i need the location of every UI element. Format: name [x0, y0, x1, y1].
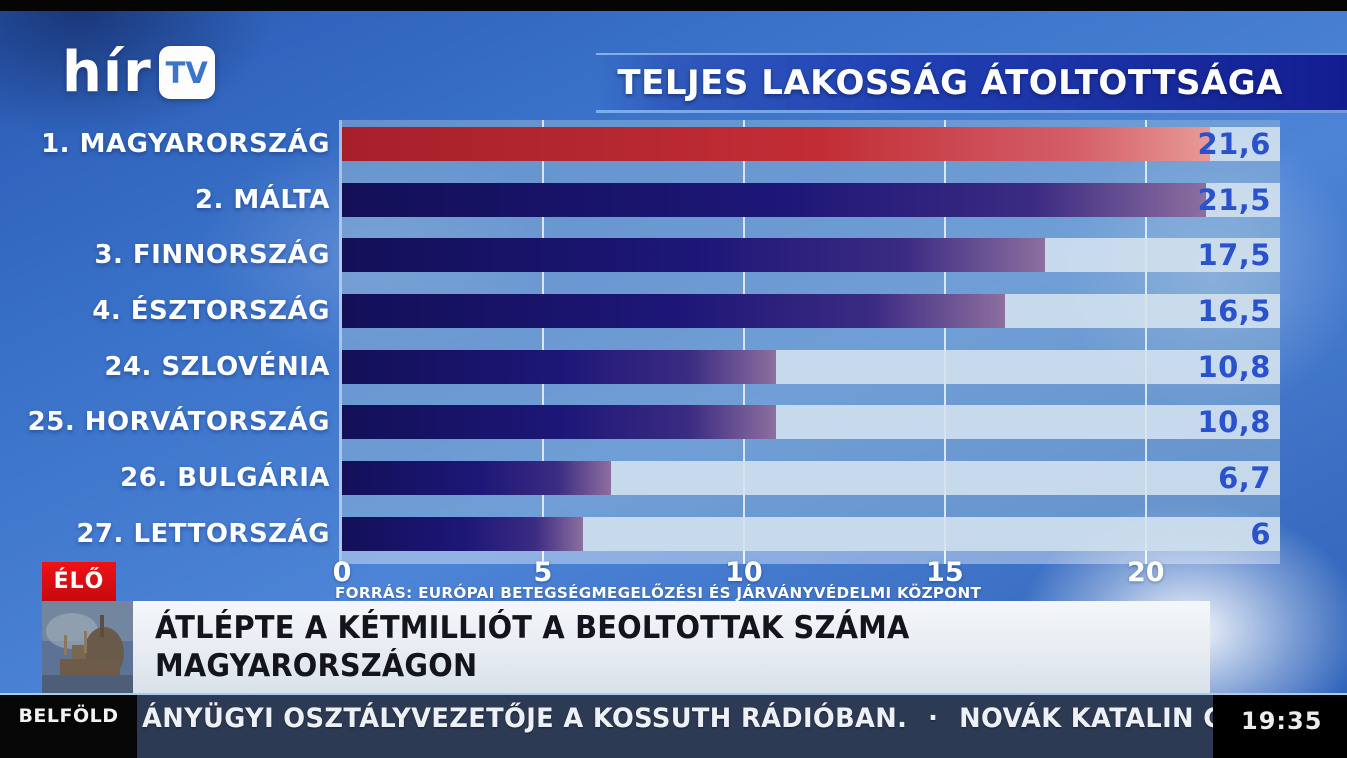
y-axis-line	[339, 120, 342, 565]
bar	[342, 127, 1211, 161]
bar-track: 17,5	[342, 238, 1280, 273]
parliament-thumbnail	[42, 601, 133, 693]
value-label: 6,7	[1218, 461, 1271, 496]
tick-mark	[943, 551, 946, 564]
axis-tick-label: 15	[926, 557, 964, 588]
bar-track: 21,6	[342, 127, 1280, 161]
value-label: 16,5	[1197, 294, 1271, 329]
axis-labels: 0 5 10 15 20	[333, 557, 1280, 588]
news-ticker: ÁNYÜGYI OSZTÁLYVEZETŐJE A KOSSUTH RÁDIÓB…	[0, 693, 1347, 758]
axis-tick-label: 20	[1127, 557, 1165, 588]
bar	[342, 516, 584, 551]
chart-plot-area: 21,6 21,5 17,5 16,5 10,8 10,8 6,7 6	[342, 120, 1280, 551]
value-label: 6	[1250, 516, 1271, 551]
gridline	[1144, 120, 1147, 551]
country-label: 24. SZLOVÉNIA	[104, 351, 330, 382]
country-label: 3. FINNORSZÁG	[94, 240, 330, 271]
clock-box: 19:35	[1213, 695, 1347, 758]
bar-track: 10,8	[342, 349, 1280, 384]
bar	[342, 238, 1046, 273]
bar-track: 6,7	[342, 461, 1280, 496]
ticker-category-box: BELFÖLD	[0, 695, 137, 758]
letterbox-strip	[0, 0, 1347, 11]
bar-track: 10,8	[342, 405, 1280, 440]
country-label: 2. MÁLTA	[194, 184, 330, 215]
bar	[342, 182, 1207, 217]
bar-rows: 21,6 21,5 17,5 16,5 10,8 10,8 6,7 6	[342, 127, 1280, 573]
axis-tick-label: 10	[725, 557, 763, 588]
country-label: 4. ÉSZTORSZÁG	[92, 296, 330, 327]
hirtv-logo: hír TV	[62, 40, 215, 105]
value-label: 17,5	[1197, 238, 1271, 273]
headline-banner: ÁTLÉPTE A KÉTMILLIÓT A BEOLTOTTAK SZÁMA …	[133, 601, 1210, 693]
headline-line2: MAGYARORSZÁGON	[155, 648, 478, 684]
country-label: 1. MAGYARORSZÁG	[41, 129, 330, 159]
bar	[342, 405, 777, 440]
axis-tick-label: 0	[332, 557, 352, 588]
hirtv-logo-text: hír	[62, 40, 152, 105]
clock-time: 19:35	[1241, 707, 1323, 735]
tick-mark	[742, 551, 745, 564]
value-label: 21,5	[1197, 182, 1271, 217]
gridline	[742, 120, 745, 551]
bar	[342, 294, 1006, 329]
bar-track: 21,5	[342, 182, 1280, 217]
bar	[342, 349, 777, 384]
country-label: 26. BULGÁRIA	[120, 463, 330, 494]
source-caption: FORRÁS: EURÓPAI BETEGSÉGMEGELŐZÉSI ÉS JÁ…	[335, 584, 982, 602]
country-labels: 1. MAGYARORSZÁG 2. MÁLTA 3. FINNORSZÁG 4. É…	[20, 127, 330, 573]
value-label: 10,8	[1197, 349, 1271, 384]
axis-band	[342, 551, 1280, 564]
value-label: 10,8	[1197, 405, 1271, 440]
live-badge: ÉLŐ	[42, 562, 116, 601]
tick-mark	[541, 551, 544, 564]
chart-title: TELJES LAKOSSÁG ÁTOLTOTTSÁGA	[617, 62, 1283, 103]
axis-tick-label: 5	[533, 557, 553, 588]
parliament-image	[42, 601, 133, 693]
tick-mark	[1144, 551, 1147, 564]
gridline	[943, 120, 946, 551]
hirtv-logo-tv-icon: TV	[158, 46, 215, 99]
headline-line1: ÁTLÉPTE A KÉTMILLIÓT A BEOLTOTTAK SZÁMA	[155, 610, 910, 646]
value-label: 21,6	[1197, 127, 1271, 161]
gridline	[541, 120, 544, 551]
ticker-category: BELFÖLD	[18, 705, 119, 727]
country-label: 25. HORVÁTORSZÁG	[27, 407, 330, 438]
ticker-separator: ·	[928, 703, 939, 734]
ticker-item-1: ÁNYÜGYI OSZTÁLYVEZETŐJE A KOSSUTH RÁDIÓB…	[142, 703, 908, 734]
chart-title-banner: TELJES LAKOSSÁG ÁTOLTOTTSÁGA	[596, 53, 1347, 113]
axis-ticks	[342, 551, 1280, 564]
bar-track: 16,5	[342, 294, 1280, 329]
country-label: 27. LETTORSZÁG	[76, 518, 330, 549]
bar-track: 6	[342, 516, 1280, 551]
ticker-text: ÁNYÜGYI OSZTÁLYVEZETŐJE A KOSSUTH RÁDIÓB…	[142, 703, 1347, 734]
bar	[342, 461, 612, 496]
